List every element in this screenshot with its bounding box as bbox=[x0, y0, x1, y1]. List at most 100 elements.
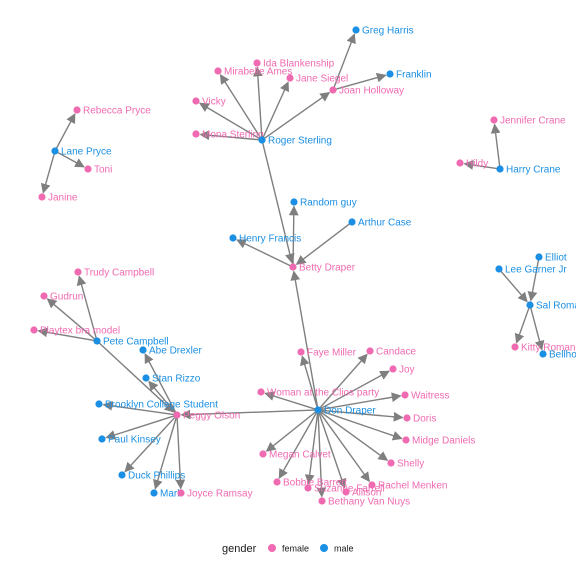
node-gudrun-label: Gudrun bbox=[50, 292, 83, 303]
node-joan-label: Joan Holloway bbox=[339, 86, 404, 97]
node-harry-label: Harry Crane bbox=[506, 165, 561, 176]
node-janine: Janine bbox=[38, 193, 78, 204]
node-arthur-dot bbox=[348, 218, 356, 226]
node-harry-dot bbox=[496, 165, 504, 173]
edge-peggy-mark bbox=[153, 417, 177, 490]
node-ida-label: Ida Blankenship bbox=[263, 59, 335, 70]
edge-don-doris bbox=[320, 409, 404, 422]
node-doris: Doris bbox=[403, 414, 436, 425]
node-franklin: Franklin bbox=[386, 70, 432, 81]
edge-don-suzanne bbox=[304, 412, 319, 485]
edge-don-shelly bbox=[320, 411, 389, 461]
node-jennifer: Jennifer Crane bbox=[490, 116, 566, 127]
edge-peggy-abe bbox=[144, 353, 177, 413]
node-hildy: Hildy bbox=[456, 159, 488, 170]
legend-female-label: female bbox=[282, 544, 309, 554]
edge-roger-betty bbox=[262, 142, 295, 264]
edge-betty-henry bbox=[236, 239, 291, 267]
node-franklin-label: Franklin bbox=[396, 70, 432, 81]
node-megan: Megan Calvet bbox=[259, 450, 331, 461]
node-random-label: Random guy bbox=[300, 198, 357, 209]
node-joyce-label: Joyce Ramsay bbox=[187, 489, 253, 500]
node-jane-dot bbox=[286, 74, 294, 82]
node-mirabelle: Mirabelle Ames bbox=[214, 67, 292, 78]
edge-betty-random bbox=[288, 205, 299, 265]
node-playtex: Playtex bra model bbox=[30, 326, 120, 337]
node-roger-dot bbox=[258, 136, 266, 144]
node-franklin-dot bbox=[386, 70, 394, 78]
node-peggy-label: Peggy Olson bbox=[183, 411, 240, 422]
node-elliot: Elliot bbox=[535, 253, 567, 264]
node-henry-label: Henry Francis bbox=[239, 234, 301, 245]
node-shelly-dot bbox=[387, 459, 395, 467]
edge-don-peggy bbox=[180, 409, 316, 420]
node-greg-dot bbox=[352, 26, 360, 34]
node-sal: Sal Romano bbox=[526, 301, 576, 312]
node-suzanne-label: Suzanne Farrell bbox=[314, 484, 385, 495]
edge-peggy-brooklyn bbox=[102, 401, 175, 416]
edge-don-allison bbox=[318, 412, 347, 489]
node-allison-label: Allison bbox=[352, 488, 381, 499]
edge-don-bethany bbox=[316, 412, 327, 498]
node-random: Random guy bbox=[290, 198, 357, 209]
node-bellhop-dot bbox=[539, 350, 547, 358]
node-mona-dot bbox=[192, 130, 200, 138]
edge-elliot-sal bbox=[527, 259, 540, 302]
edge-roger-ida bbox=[252, 66, 263, 138]
node-abe-dot bbox=[139, 346, 147, 354]
edge-leegarner-sal bbox=[500, 270, 528, 303]
node-pete-label: Pete Campbell bbox=[103, 337, 169, 348]
node-allison-dot bbox=[342, 488, 350, 496]
node-jennifer-dot bbox=[490, 116, 498, 124]
node-joyce: Joyce Ramsay bbox=[177, 489, 253, 500]
node-joy-label: Joy bbox=[399, 365, 415, 376]
node-waitress-dot bbox=[401, 391, 409, 399]
node-greg: Greg Harris bbox=[352, 26, 414, 37]
node-betty-label: Betty Draper bbox=[299, 263, 356, 274]
edge-don-candace bbox=[319, 353, 368, 409]
edge-sal-kitty bbox=[514, 307, 530, 344]
node-betty-dot bbox=[289, 263, 297, 271]
node-vicky-label: Vicky bbox=[202, 97, 226, 108]
node-candace-dot bbox=[366, 347, 374, 355]
node-playtex-label: Playtex bra model bbox=[40, 326, 120, 337]
node-trudy-dot bbox=[74, 268, 82, 276]
edge-sal-bellhop bbox=[530, 307, 545, 351]
node-joan: Joan Holloway bbox=[329, 86, 404, 97]
node-leegarner-label: Lee Garner Jr bbox=[505, 265, 567, 276]
node-vicky: Vicky bbox=[192, 97, 226, 108]
node-kitty: Kitty Romano bbox=[511, 343, 576, 354]
node-pete: Pete Campbell bbox=[93, 337, 169, 348]
node-rachel-dot bbox=[368, 481, 376, 489]
node-suzanne-dot bbox=[304, 484, 312, 492]
node-mark: Mark bbox=[150, 489, 183, 500]
node-janine-dot bbox=[38, 193, 46, 201]
node-lane-label: Lane Pryce bbox=[61, 147, 112, 158]
edge-roger-joan bbox=[264, 92, 331, 139]
node-leegarner-dot bbox=[495, 265, 503, 273]
node-gudrun: Gudrun bbox=[40, 292, 83, 303]
node-elliot-dot bbox=[535, 253, 543, 261]
node-doris-label: Doris bbox=[413, 414, 436, 425]
edge-joan-franklin bbox=[335, 72, 387, 90]
node-hildy-dot bbox=[456, 159, 464, 167]
node-mona: Mona Sterling bbox=[192, 130, 264, 141]
node-waitress: Waitress bbox=[401, 391, 450, 402]
node-brooklyn: Brooklyn College Student bbox=[95, 400, 218, 411]
edge-peggy-stan bbox=[148, 380, 176, 414]
node-stan: Stan Rizzo bbox=[142, 374, 201, 385]
node-mirabelle-dot bbox=[214, 67, 222, 75]
node-bobbie-label: Bobbie Barrett bbox=[283, 478, 347, 489]
node-paul-label: Paul Kinsey bbox=[108, 435, 161, 446]
node-candace: Candace bbox=[366, 347, 416, 358]
node-woman: Woman at the Clios party bbox=[257, 388, 379, 399]
node-lane: Lane Pryce bbox=[51, 147, 112, 158]
edge-pete-gudrun bbox=[46, 298, 96, 340]
node-roger-label: Roger Sterling bbox=[268, 136, 332, 147]
node-arthur: Arthur Case bbox=[348, 218, 412, 229]
node-mona-label: Mona Sterling bbox=[202, 130, 264, 141]
node-bellhop: Bellhop bbox=[539, 350, 576, 361]
edge-roger-mona bbox=[199, 130, 260, 141]
